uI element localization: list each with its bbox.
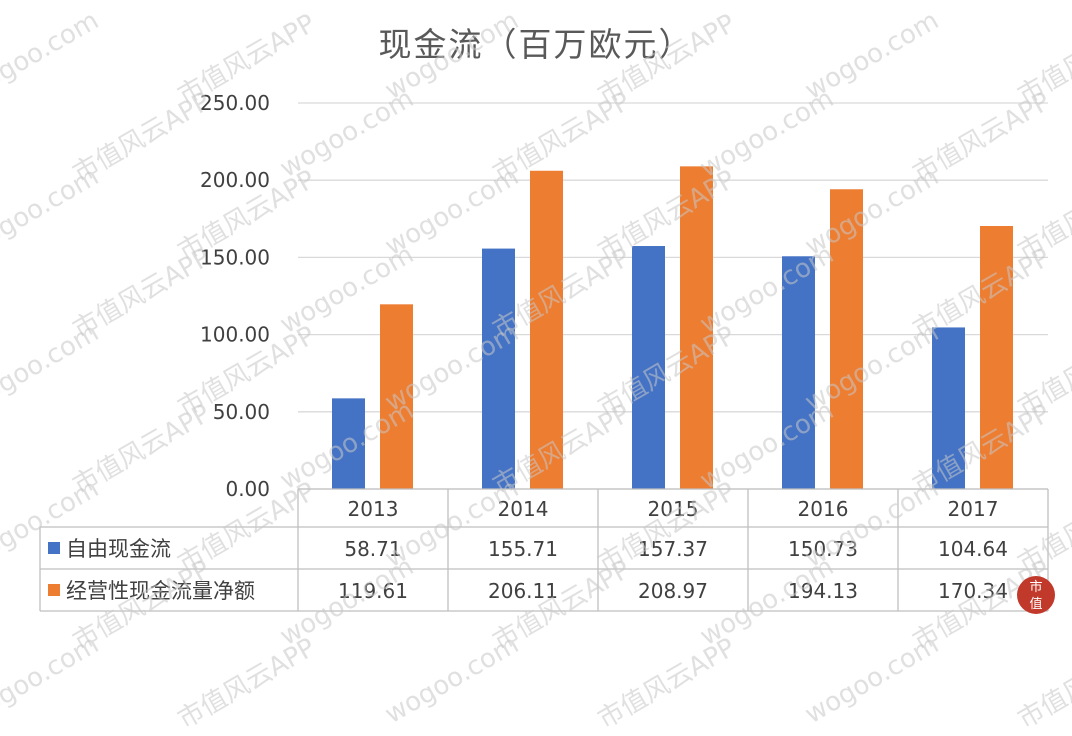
bar-operating-cash-flow-2017 [980,225,1013,489]
x-category-label: 2015 [648,497,699,521]
bar-free-cash-flow-2016 [782,256,815,489]
data-label: 155.71 [488,537,558,561]
bar-operating-cash-flow-2015 [680,166,713,489]
legend-label: 经营性现金流量净额 [66,579,255,603]
brand-logo-icon: 市 值 [1017,576,1055,614]
x-category-label: 2017 [948,497,999,521]
watermark-text: wogoo.com [800,629,944,730]
bar-operating-cash-flow-2013 [380,304,413,489]
watermark-text: 市值风云APP [173,632,321,736]
legend-label: 自由现金流 [66,537,171,561]
y-tick-label: 200.00 [200,168,270,192]
data-label: 119.61 [338,579,408,603]
x-category-label: 2014 [498,497,549,521]
y-tick-label: 250.00 [200,91,270,115]
svg-text:值: 值 [1029,596,1042,612]
y-tick-label: 150.00 [200,245,270,269]
chart-title: 现金流（百万欧元） [378,25,694,64]
bar-operating-cash-flow-2014 [530,170,563,489]
legend-swatch [48,584,60,596]
data-label: 170.34 [938,579,1008,603]
bar-free-cash-flow-2017 [932,327,965,489]
y-tick-label: 0.00 [225,477,270,501]
data-label: 208.97 [638,579,708,603]
watermark-text: wogoo.com [380,629,524,730]
data-label: 157.37 [638,537,708,561]
data-label: 58.71 [344,537,401,561]
legend-swatch [48,542,60,554]
bar-operating-cash-flow-2016 [830,189,863,489]
bar-chart: 250.00 200.00 150.00 100.00 50.00 0.00 2013 201… [39,91,1049,612]
y-tick-label: 50.00 [213,400,270,424]
svg-text:市: 市 [1029,579,1042,595]
bar-free-cash-flow-2015 [632,246,665,489]
data-label: 206.11 [488,579,558,603]
watermark-text: 市值风云APP [593,632,741,736]
bar-free-cash-flow-2014 [482,248,515,489]
x-category-label: 2013 [348,497,399,521]
bar-free-cash-flow-2013 [332,398,365,489]
data-label: 194.13 [788,579,858,603]
y-tick-label: 100.00 [200,323,270,347]
data-label: 104.64 [938,537,1008,561]
watermark-text: 市值风云APP [1013,632,1072,736]
watermark-text: wogoo.com [0,629,104,730]
x-category-label: 2016 [798,497,849,521]
data-label: 150.73 [788,537,858,561]
